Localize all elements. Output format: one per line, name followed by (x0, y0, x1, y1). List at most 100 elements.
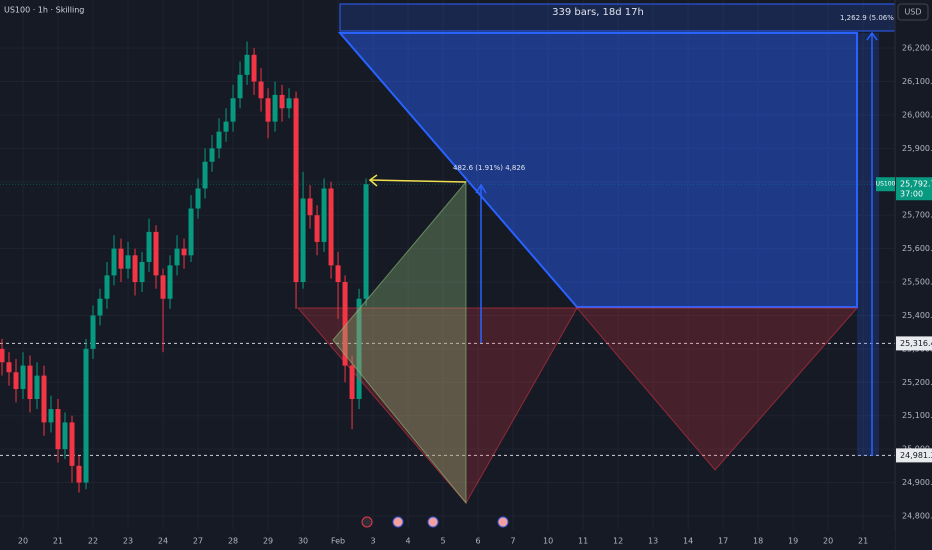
candle-body (251, 54, 257, 82)
price-label-box (896, 336, 932, 351)
candle-body (41, 375, 47, 423)
candle-body (20, 365, 26, 389)
candle-body (160, 275, 166, 299)
candle-body (104, 275, 110, 299)
candle-body (335, 265, 341, 283)
x-tick-label: 7 (511, 537, 516, 546)
arrow-head (475, 183, 487, 194)
drawings: 339 bars, 18d 17h 1,262.9 (5.06%) 12,62 … (296, 3, 919, 528)
x-tick-label: 12 (613, 537, 623, 546)
x-tick-label: 23 (123, 537, 133, 546)
currency-box[interactable] (897, 3, 929, 21)
candle-body (293, 98, 299, 283)
candle-body (48, 409, 54, 423)
candle-body (90, 315, 96, 349)
symbol-box (876, 177, 895, 192)
measure-label: 482.6 (1.91%) 4,826 (453, 164, 526, 172)
y-tick-label: 25,700.0 (902, 211, 932, 220)
x-tick-label: 29 (263, 537, 273, 546)
x-tick-label: 22 (88, 537, 98, 546)
y-tick-label: 26,100.0 (902, 77, 932, 86)
candle-body (307, 198, 313, 216)
x-tick-label: 11 (578, 537, 588, 546)
price-label: 24,981.3 (900, 451, 932, 460)
arrow-head (368, 174, 378, 187)
x-tick-label: 20 (823, 537, 833, 546)
event-icon[interactable] (392, 516, 404, 528)
candle-body (153, 231, 159, 276)
candle-body (244, 54, 250, 75)
event-icon[interactable] (361, 516, 373, 528)
candle-body (13, 372, 19, 389)
y-tick-label: 25,400.0 (902, 311, 932, 320)
x-tick-label: 3 (371, 537, 376, 546)
range-column (857, 33, 879, 456)
range-label: 1,262.9 (5.06%) 12,62 (840, 14, 919, 22)
yellow-arrow (369, 179, 467, 183)
x-tick-label: 21 (53, 537, 63, 546)
candle-body (188, 208, 194, 256)
x-tick-label: 10 (543, 537, 553, 546)
x-tick-label: 17 (718, 537, 728, 546)
chart-title: US100 · 1h · Skilling (4, 6, 84, 15)
candle-body (237, 74, 243, 99)
y-tick-label: 25,100.0 (902, 411, 932, 420)
price-label: 25,316.4 (900, 339, 932, 348)
candle-body (146, 231, 152, 262)
x-tick-label: 6 (476, 537, 481, 546)
x-tick-label: Feb (331, 537, 345, 546)
currency: USD (904, 8, 921, 17)
candle-body (328, 188, 334, 266)
event-icon[interactable] (427, 516, 439, 528)
candle-body (300, 198, 306, 283)
y-tick-label: 25,500.0 (902, 278, 932, 287)
candle-body (118, 248, 124, 269)
candles (0, 41, 369, 493)
candle-body (258, 81, 264, 99)
y-tick-label: 24,900.0 (902, 478, 932, 487)
range-label: 339 bars, 18d 17h (552, 7, 644, 18)
candle-body (167, 265, 173, 299)
candle-body (27, 365, 33, 400)
y-tick-label: 26,000.0 (902, 110, 932, 119)
candle-body (349, 365, 355, 400)
y-tick-label: 25,200.0 (902, 378, 932, 387)
candle-body (342, 282, 348, 366)
x-tick-label: 13 (648, 537, 658, 546)
candle-body (132, 255, 138, 283)
x-tick-label: 21 (858, 537, 868, 546)
candle-body (83, 348, 89, 483)
candle-body (69, 422, 75, 466)
arrow-head (866, 31, 878, 41)
triangle (332, 180, 467, 505)
candle-body (314, 215, 320, 242)
y-tick-label: 26,200.0 (902, 44, 932, 53)
x-tick-label: 4 (406, 537, 411, 546)
range-box (339, 3, 896, 32)
candle-body (97, 298, 103, 316)
candle-body (62, 422, 68, 450)
x-tick-label: 27 (193, 537, 203, 546)
x-tick-label: 5 (441, 537, 446, 546)
candle-body (6, 362, 12, 373)
candle-body (279, 94, 285, 109)
triangle (296, 307, 578, 504)
time-axis (0, 530, 895, 550)
event-icon[interactable] (497, 516, 509, 528)
last-price: 25,792.7 (900, 180, 932, 189)
candle-body (286, 98, 292, 109)
candle-body (125, 255, 131, 269)
projection-shape (337, 32, 858, 308)
candle-body (0, 348, 5, 363)
x-tick-label: 18 (753, 537, 763, 546)
triangle (575, 307, 859, 471)
y-tick-label: 25,900.0 (902, 144, 932, 153)
candle-body (181, 248, 187, 256)
candle-body (111, 248, 117, 276)
last-price-box (896, 177, 932, 201)
candle-body (174, 248, 180, 266)
x-tick-label: 28 (228, 537, 238, 546)
